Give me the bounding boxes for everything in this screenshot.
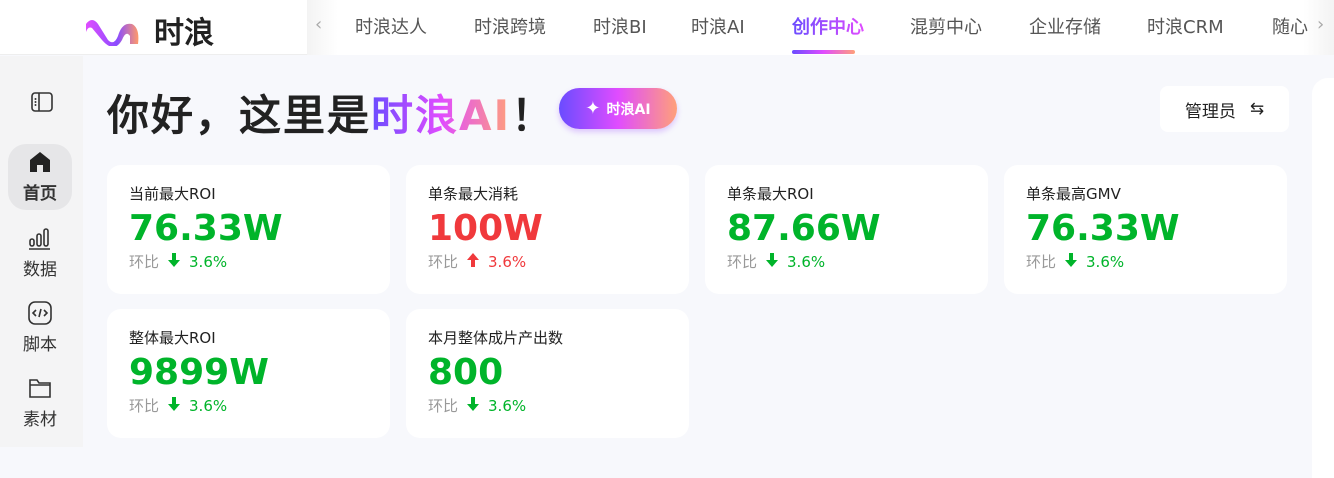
top-nav: ‹ 时浪达人 时浪跨境 时浪BI 时浪AI 创作中心 混剪中心 企业存储 时浪C… bbox=[307, 0, 1334, 55]
trend-down-icon bbox=[1064, 252, 1078, 272]
stat-card: 单条最大ROI 87.66W 环比 3.6% bbox=[705, 165, 988, 294]
greeting-text: 你好，这里是 bbox=[107, 91, 372, 140]
stat-label: 单条最大ROI bbox=[727, 185, 814, 203]
change-value: 3.6% bbox=[488, 396, 527, 415]
ai-button[interactable]: ✦ 时浪AI bbox=[559, 88, 677, 129]
role-switch-button[interactable]: 管理员 ⇆ bbox=[1160, 86, 1289, 132]
stat-card: 整体最大ROI 9899W 环比 3.6% bbox=[107, 309, 390, 438]
compare-label: 环比 bbox=[428, 253, 459, 271]
stat-label: 当前最大ROI bbox=[129, 185, 216, 203]
bar-chart-icon bbox=[29, 228, 50, 250]
trend-down-icon bbox=[765, 252, 779, 272]
logo-icon bbox=[86, 20, 139, 46]
trend-down-icon bbox=[466, 396, 480, 416]
stat-card: 当前最大ROI 76.33W 环比 3.6% bbox=[107, 165, 390, 294]
active-tab-indicator bbox=[792, 50, 855, 54]
ai-button-label: 时浪AI bbox=[606, 101, 651, 118]
nav-item[interactable]: 混剪中心 bbox=[910, 17, 982, 38]
compare-label: 环比 bbox=[1026, 253, 1057, 271]
stat-label: 整体最大ROI bbox=[129, 329, 216, 347]
compare-label: 环比 bbox=[129, 253, 160, 271]
change-value: 3.6% bbox=[189, 396, 228, 415]
trend-down-icon bbox=[167, 252, 181, 272]
stat-value: 100W bbox=[428, 208, 543, 249]
role-label: 管理员 bbox=[1184, 101, 1236, 122]
nav-scroll-left-icon[interactable]: ‹ bbox=[315, 14, 323, 35]
nav-item[interactable]: 时浪CRM bbox=[1147, 17, 1224, 38]
compare-label: 环比 bbox=[428, 397, 459, 415]
stat-card: 本月整体成片产出数 800 环比 3.6% bbox=[406, 309, 689, 438]
sidebar-toggle-icon[interactable] bbox=[0, 92, 83, 116]
folder-icon bbox=[29, 379, 51, 398]
code-icon bbox=[28, 301, 52, 325]
stat-label: 单条最大消耗 bbox=[428, 185, 519, 203]
sidebar: 首页 数据 脚本 素材 bbox=[0, 56, 83, 447]
sidebar-item-script[interactable]: 脚本 bbox=[8, 301, 72, 355]
stat-value: 9899W bbox=[129, 352, 269, 393]
sidebar-item-label: 首页 bbox=[23, 184, 57, 204]
change-value: 3.6% bbox=[787, 252, 826, 271]
stat-card: 单条最高GMV 76.33W 环比 3.6% bbox=[1004, 165, 1287, 294]
brand-name: 时浪 bbox=[154, 16, 214, 51]
stat-value: 800 bbox=[428, 352, 504, 393]
logo[interactable]: 时浪 bbox=[82, 8, 214, 52]
stat-value: 87.66W bbox=[727, 208, 881, 249]
nav-item[interactable]: 时浪BI bbox=[593, 17, 647, 38]
stat-value: 76.33W bbox=[1026, 208, 1180, 249]
nav-item[interactable]: 企业存储 bbox=[1029, 17, 1101, 38]
sidebar-item-assets[interactable]: 素材 bbox=[8, 376, 72, 430]
change-value: 3.6% bbox=[189, 252, 228, 271]
right-panel bbox=[1312, 78, 1334, 478]
trend-up-icon bbox=[466, 252, 480, 272]
stat-card: 单条最大消耗 100W 环比 3.6% bbox=[406, 165, 689, 294]
trend-down-icon bbox=[167, 396, 181, 416]
sidebar-item-label: 脚本 bbox=[23, 335, 57, 355]
home-icon bbox=[30, 152, 50, 172]
stat-label: 本月整体成片产出数 bbox=[428, 329, 564, 347]
sidebar-item-data[interactable]: 数据 bbox=[8, 226, 72, 280]
nav-scroll-right-icon[interactable]: › bbox=[1317, 14, 1325, 35]
nav-item-active[interactable]: 创作中心 bbox=[792, 13, 864, 39]
nav-item[interactable]: 随心 bbox=[1272, 17, 1308, 38]
nav-item[interactable]: 时浪跨境 bbox=[474, 17, 546, 38]
nav-item[interactable]: 时浪AI bbox=[691, 17, 745, 38]
change-value: 3.6% bbox=[488, 252, 527, 271]
top-bar: 时浪 ‹ 时浪达人 时浪跨境 时浪BI 时浪AI 创作中心 混剪中心 企业存储 … bbox=[0, 0, 1334, 55]
sparkle-icon: ✦ bbox=[585, 98, 601, 119]
sidebar-item-home[interactable]: 首页 bbox=[8, 144, 72, 210]
sidebar-item-label: 素材 bbox=[23, 410, 57, 430]
page-title: 你好，这里是时浪AI！ bbox=[107, 82, 555, 143]
greeting-brand: 时浪AI bbox=[371, 91, 512, 140]
compare-label: 环比 bbox=[727, 253, 758, 271]
compare-label: 环比 bbox=[129, 397, 160, 415]
stat-label: 单条最高GMV bbox=[1026, 185, 1121, 203]
stat-value: 76.33W bbox=[129, 208, 283, 249]
sidebar-item-label: 数据 bbox=[23, 260, 57, 280]
greeting-exclaim: ！ bbox=[511, 91, 556, 140]
change-value: 3.6% bbox=[1086, 252, 1125, 271]
nav-item[interactable]: 时浪达人 bbox=[355, 17, 427, 38]
switch-icon: ⇆ bbox=[1249, 99, 1265, 119]
